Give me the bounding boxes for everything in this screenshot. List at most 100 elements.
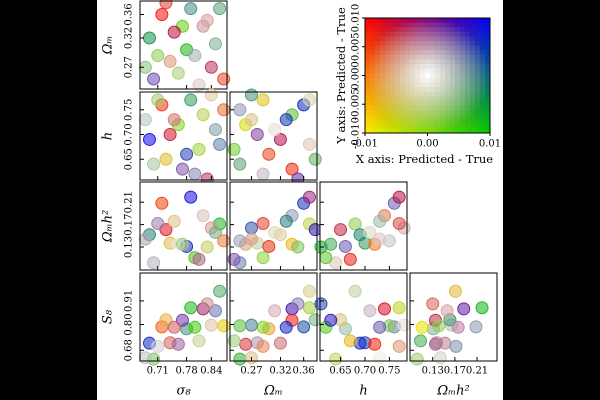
colormap-cell [460,119,466,125]
colormap-cell [485,114,491,120]
x-tick-label: 0.71 [147,366,169,377]
colormap-cell [440,105,446,111]
colormap-cell [370,64,376,69]
colormap-cell [440,41,446,46]
x-axis-label: σ₈ [176,384,191,399]
colormap-cell [475,59,481,65]
panel [138,0,231,92]
colormap-cell [400,36,406,42]
colormap-cell [365,110,371,115]
colormap-cell [410,64,416,69]
colormap-cell [450,54,456,60]
colormap-cell [460,105,466,111]
colormap-cell [465,50,471,56]
point [334,223,348,237]
colormap-cell [420,100,426,106]
colormap-cell [380,87,386,92]
colormap-cell [410,105,416,111]
colormap-cell [400,54,406,60]
point [142,31,156,45]
colormap-cell [385,96,391,102]
colormap-cell [425,105,431,111]
colormap-cell [485,87,491,92]
panel [409,272,498,366]
colormap-cell [410,87,416,92]
colormap-cell [480,96,486,102]
point [196,108,210,122]
colormap-cell [395,87,401,92]
colormap-cell [380,91,386,97]
colormap-cell [485,100,491,106]
colormap-cell [385,100,391,106]
colormap-cell [380,123,386,129]
colormap-cell [390,27,396,33]
colormap-cell [430,91,436,97]
colormap-cell [420,105,426,111]
colormap-cell [390,41,396,46]
colormap-cell [430,50,436,56]
x-tick-label: 0.84 [200,366,222,377]
colormap-cell [370,77,376,83]
colormap-cell [430,68,436,74]
colormap-cell [395,31,401,37]
colormap-cell [470,114,476,120]
colormap-cell [410,45,416,51]
colormap-cell [405,18,411,23]
colormap-cell [465,54,471,60]
colormap-cell [440,54,446,60]
colormap-cell [380,18,386,23]
colormap-cell [365,41,371,46]
colormap-cell [485,18,491,23]
colormap-cell [450,91,456,97]
colormap-cell [380,68,386,74]
point [308,152,322,166]
colormap-cell [460,54,466,60]
colormap-cell [400,128,406,134]
point [302,190,316,204]
point [142,132,156,146]
colormap-cell [480,91,486,97]
colormap-cell [465,64,471,69]
colormap-cell [450,73,456,79]
colormap-cell [395,41,401,46]
colormap-cell [465,91,471,97]
colormap-cell [475,73,481,79]
point [279,214,293,228]
colormap-cell [475,18,481,23]
colormap-cell [385,123,391,129]
point [217,103,231,117]
colormap-cell [370,54,376,60]
colormap-cell [395,82,401,88]
colormap-cell [410,91,416,97]
point [192,252,206,266]
colormap-cell [405,36,411,42]
panel-border [319,272,408,362]
colormap-cell [485,59,491,65]
panel-border [409,272,498,362]
colormap-cell [480,50,486,56]
y-tick-label: 0.75 [124,99,135,121]
point [192,78,206,92]
colormap-cell [460,100,466,106]
colormap-cell [395,110,401,115]
colormap-cell [445,87,451,92]
y-tick-label: 0.13 [124,236,135,258]
colormap-cell [370,45,376,51]
colormap-cell [450,123,456,129]
colormap-cell [375,119,381,125]
colormap-cell [375,27,381,33]
colormap-cell [390,128,396,134]
colormap-cell [365,18,371,23]
point [250,128,264,142]
colormap-cell [435,105,441,111]
x-tick-label: 0.13 [422,366,444,377]
point [392,216,406,230]
point [233,157,247,171]
colormap-cell [365,22,371,28]
colormap-cell [470,50,476,56]
point [233,352,247,366]
colormap-cell [380,119,386,125]
y-tick-label: 0.21 [124,191,135,213]
point [302,93,316,107]
panel [227,88,322,186]
